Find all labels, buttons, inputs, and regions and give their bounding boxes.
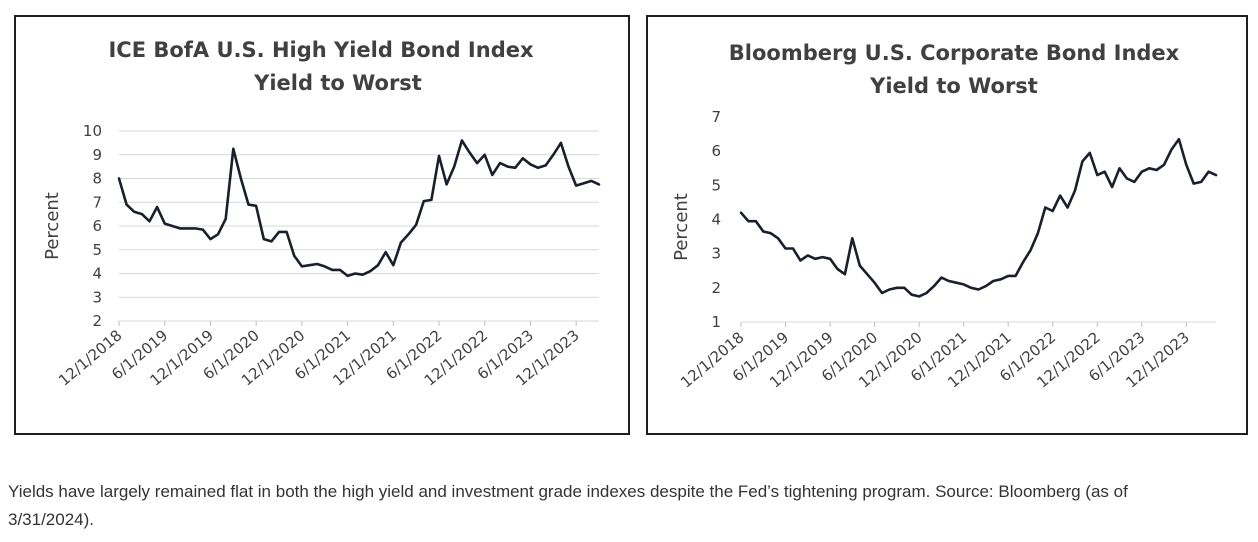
chart-title-line-2: Yield to Worst bbox=[253, 71, 422, 95]
corporate-chart: Bloomberg U.S. Corporate Bond Index Yiel… bbox=[671, 41, 1218, 392]
y-tick-label: 2 bbox=[711, 279, 721, 297]
high-yield-chart-panel: ICE BofA U.S. High Yield Bond Index Yiel… bbox=[14, 15, 630, 435]
chart-title-line-1: ICE BofA U.S. High Yield Bond Index bbox=[108, 38, 533, 62]
series-line bbox=[739, 137, 1218, 298]
high-yield-chart: ICE BofA U.S. High Yield Bond Index Yiel… bbox=[42, 38, 601, 390]
y-tick-label: 6 bbox=[711, 142, 721, 160]
y-tick-label: 7 bbox=[92, 193, 102, 211]
y-axis-label: Percent bbox=[42, 192, 63, 260]
y-tick-label: 7 bbox=[711, 108, 721, 126]
y-tick-label: 6 bbox=[92, 217, 102, 235]
chart-title-line-1: Bloomberg U.S. Corporate Bond Index bbox=[729, 41, 1180, 65]
y-tick-label: 4 bbox=[92, 265, 102, 283]
chart-title-line-2: Yield to Worst bbox=[869, 74, 1038, 98]
corporate-chart-panel: Bloomberg U.S. Corporate Bond Index Yiel… bbox=[646, 15, 1248, 435]
y-tick-label: 3 bbox=[92, 288, 102, 306]
y-tick-label: 5 bbox=[92, 241, 102, 259]
series-line bbox=[117, 139, 601, 278]
y-tick-label: 2 bbox=[92, 312, 102, 330]
y-tick-label: 9 bbox=[92, 146, 102, 164]
y-tick-label: 8 bbox=[92, 170, 102, 188]
x-tick-label: 12/1/2018 bbox=[55, 326, 125, 389]
y-tick-label: 4 bbox=[711, 211, 721, 229]
y-tick-label: 10 bbox=[83, 122, 102, 140]
figure-caption: Yields have largely remained flat in bot… bbox=[8, 482, 1128, 529]
y-axis-label: Percent bbox=[671, 193, 692, 261]
y-tick-label: 5 bbox=[711, 176, 721, 194]
y-tick-label: 3 bbox=[711, 245, 721, 263]
y-tick-label: 1 bbox=[711, 313, 721, 331]
